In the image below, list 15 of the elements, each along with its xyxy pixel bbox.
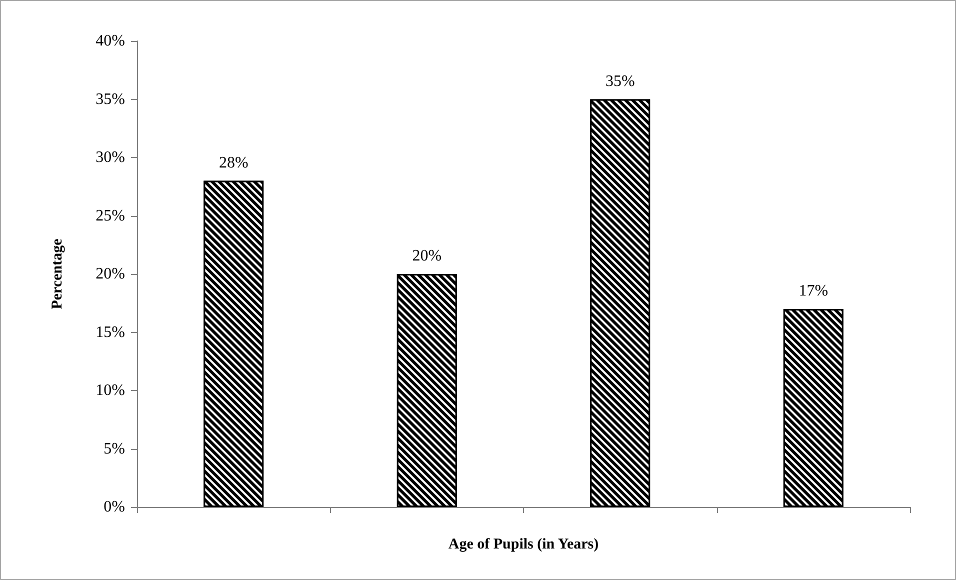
y-tick-label: 5% <box>104 440 125 458</box>
y-tick-label: 40% <box>96 32 125 50</box>
data-label: 20% <box>412 248 442 264</box>
y-tick-label: 20% <box>96 266 125 282</box>
data-label: 28% <box>218 154 248 172</box>
data-label: 17% <box>798 282 828 300</box>
y-tick-label: 25% <box>96 207 125 224</box>
y-tick-label: 0% <box>104 498 125 516</box>
y-tick-label: 35% <box>96 90 125 108</box>
y-tick-label: 10% <box>96 382 125 399</box>
y-tick-label: 15% <box>96 324 125 341</box>
data-label: 35% <box>605 72 635 90</box>
y-axis-title: Percentage <box>50 238 66 310</box>
y-tick-label: 30% <box>96 149 125 166</box>
x-axis-title: Age of Pupils (in Years) <box>448 536 599 552</box>
